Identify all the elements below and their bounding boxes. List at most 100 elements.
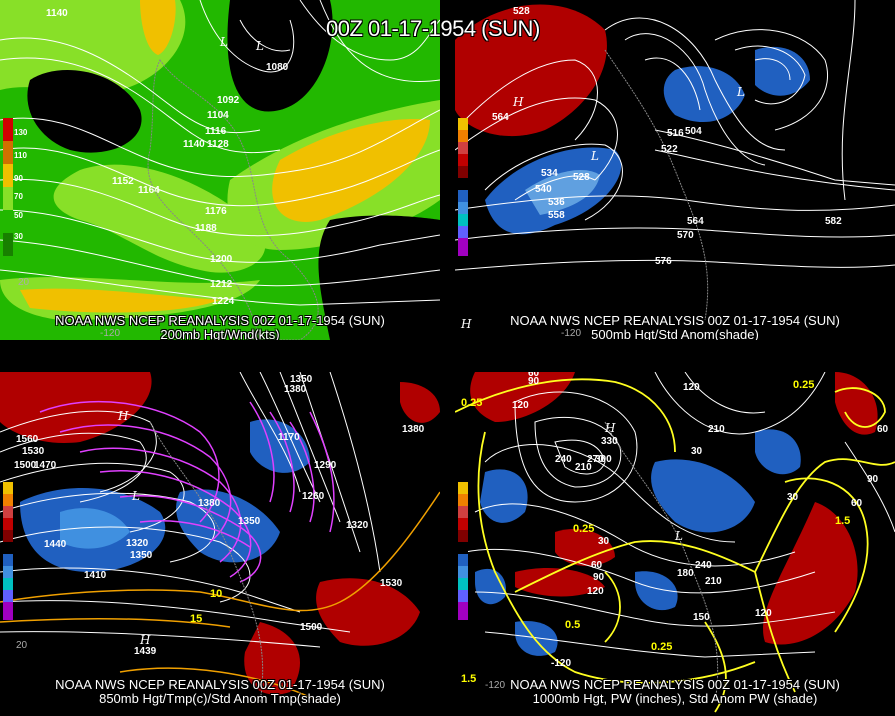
contour-label: 1439	[134, 646, 157, 657]
contour-label: 60	[591, 560, 603, 571]
contour-label: 1350	[130, 550, 153, 561]
high-marker: H	[117, 409, 129, 423]
low-marker: L	[590, 149, 599, 163]
contour-label: 1080	[266, 62, 289, 73]
high-marker: H	[512, 95, 524, 109]
contour-label: 1500	[14, 460, 37, 471]
contour-label: 540	[535, 184, 552, 195]
contour-label: 240	[555, 454, 572, 465]
contour-label: 570	[677, 230, 694, 241]
colorbar	[3, 118, 13, 256]
contour-label: 564	[687, 216, 704, 227]
contour-label: 10	[210, 588, 222, 600]
high-marker: H	[460, 317, 472, 331]
longitude-tick: -120	[100, 328, 120, 339]
low-marker: L	[674, 529, 683, 543]
colorbar-label: 110	[14, 151, 27, 160]
panel-850mb: 1560 1530 1500 1470 H L 1380 1350 1320 1…	[0, 372, 440, 716]
panel-title: NOAA NWS NCEP REANALYSIS 00Z 01-17-1954 …	[55, 313, 385, 328]
main-title: 00Z 01-17-1954 (SUN)	[326, 16, 540, 41]
contour-label: 1380	[284, 384, 307, 395]
colorbar-label: 130	[14, 128, 28, 137]
contour-label: 300	[595, 454, 612, 465]
high-marker: H	[604, 421, 616, 435]
latitude-tick: 20	[18, 277, 30, 288]
contour-label: 1530	[22, 446, 45, 457]
contour-label: 180	[677, 568, 694, 579]
low-marker: L	[131, 489, 140, 503]
pw-label: 0.5	[565, 619, 580, 631]
contour-label: 1530	[380, 578, 403, 589]
pw-label: 0.25	[793, 379, 814, 391]
pw-label: 0.25	[461, 397, 482, 409]
pw-label: 0.25	[573, 523, 594, 535]
contour-label: 528	[573, 172, 590, 183]
contour-label: 1380	[198, 498, 221, 509]
contour-label: 150	[693, 612, 710, 623]
contour-label: 1500	[300, 622, 323, 633]
low-marker: L	[255, 39, 264, 53]
contour-label: 1140	[183, 139, 205, 150]
colorbar-label: 90	[14, 174, 23, 183]
panel-200mb: 1140 1092 1104 1116 1128 1140 1152 1164 …	[0, 0, 440, 340]
colorbar	[458, 482, 468, 620]
contour-label: 1560	[16, 434, 39, 445]
contour-label: 516	[667, 128, 684, 139]
pw-label: 1.5	[835, 515, 850, 527]
contour-label: 1350	[238, 516, 261, 527]
panel-subtitle: 500mb Hgt/Std Anom(shade)	[591, 327, 759, 341]
contour-label: 60	[528, 372, 540, 379]
colorbar	[458, 118, 468, 256]
low-marker: L	[219, 35, 228, 49]
longitude-tick: -120	[485, 680, 505, 691]
panel-subtitle: 1000mb Hgt, PW (inches), Std Anom PW (sh…	[532, 691, 818, 706]
panel-1000mb: 60 90 120 0.25 H 330 240 270 300 210 120…	[455, 372, 895, 716]
contour-label: 528	[513, 6, 530, 17]
contour-label: 536	[548, 197, 565, 208]
contour-label: 240	[695, 560, 712, 571]
contour-label: 1176	[205, 206, 227, 217]
colorbar-label: 50	[14, 211, 23, 220]
contour-label: 1200	[210, 254, 233, 265]
contour-label: 210	[708, 424, 725, 435]
colorbar-label: 30	[14, 232, 23, 241]
contour-label: 564	[492, 112, 509, 123]
latitude-tick: 20	[16, 640, 28, 651]
panel-title: NOAA NWS NCEP REANALYSIS 00Z 01-17-1954 …	[510, 313, 840, 328]
contour-label: 1164	[138, 185, 160, 196]
contour-label: 15	[190, 613, 202, 625]
contour-label: 90	[593, 572, 605, 583]
contour-label: 1224	[212, 296, 235, 307]
contour-label: 30	[598, 536, 610, 547]
map-500mb: 528 H 564 534 540 536 558 L 528 516 504 …	[455, 0, 895, 340]
panel-subtitle: 200mb Hgt/Wnd(kts)	[160, 327, 280, 341]
panel-subtitle: 850mb Hgt/Tmp(c)/Std Anom Tmp(shade)	[99, 691, 341, 706]
panel-title: NOAA NWS NCEP REANALYSIS 00Z 01-17-1954 …	[510, 677, 840, 692]
contour-label: 90	[867, 474, 879, 485]
contour-label: 60	[851, 498, 863, 509]
contour-label: 30	[787, 492, 799, 503]
pw-label: 1.5	[461, 673, 476, 685]
colorbar	[3, 482, 13, 620]
contour-label: 1104	[207, 110, 229, 121]
contour-label: 504	[685, 126, 702, 137]
contour-label: 1470	[34, 460, 57, 471]
contour-label: 1140	[46, 8, 68, 19]
contour-label: 534	[541, 168, 558, 179]
contour-label: 120	[683, 382, 700, 393]
contour-label: -120	[551, 658, 571, 669]
high-marker: H	[139, 633, 151, 647]
contour-label: 558	[548, 210, 565, 221]
contour-label: 582	[825, 216, 842, 227]
contour-label: 120	[755, 608, 772, 619]
pw-label: 0.25	[651, 641, 672, 653]
contour-label: 1128	[207, 139, 229, 150]
contour-label: 1116	[205, 126, 227, 137]
contour-label: 120	[512, 400, 529, 411]
contour-label: 1380	[402, 424, 425, 435]
contour-label: 90	[528, 376, 540, 387]
colorbar-label: 70	[14, 192, 23, 201]
contour-label: 1410	[84, 570, 107, 581]
contour-label: 1092	[217, 95, 240, 106]
